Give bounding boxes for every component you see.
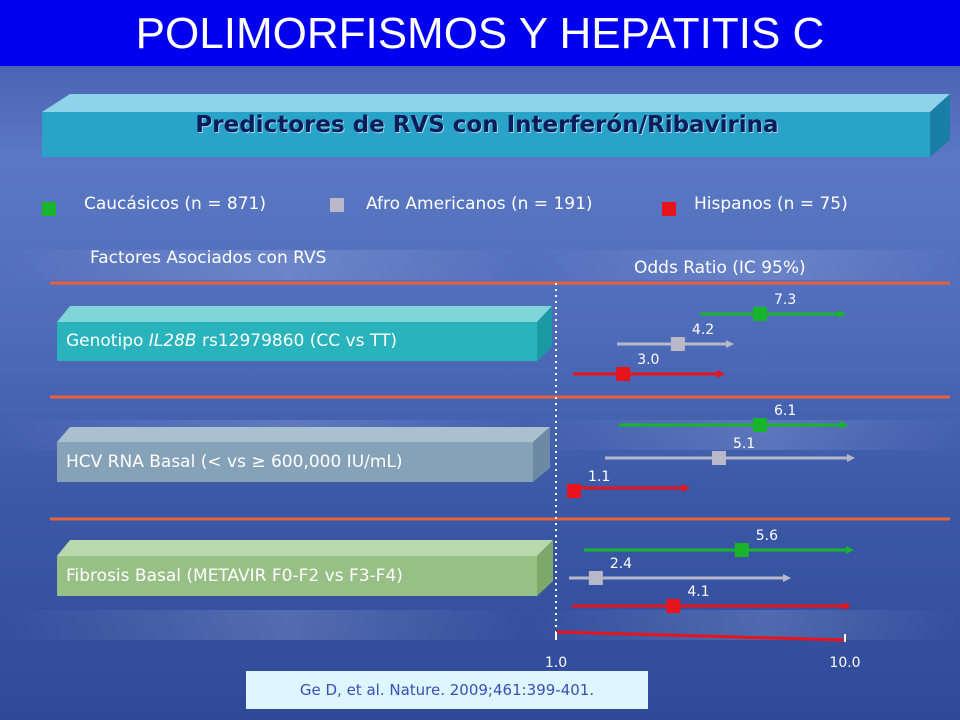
whisker-arrow [726, 340, 734, 348]
whisker-lines [569, 310, 855, 610]
subtitle-banner [42, 94, 950, 157]
whisker-arrow [840, 421, 848, 429]
x-tick-label: 1.0 [545, 655, 567, 671]
odds-ratio-marker [753, 307, 767, 321]
legend-swatch-afro-americanos [330, 198, 344, 212]
odds-ratio-points: 7.3 4.2 3.0 6.1 5.1 1.1 5.6 2.4 4.1 [567, 292, 796, 613]
odds-ratio-marker [567, 484, 581, 498]
subtitle: Predictores de RVS con Interferón/Ribavi… [195, 112, 779, 138]
legend-label-caucasicos: Caucásicos (n = 871) [84, 194, 266, 214]
odds-ratio-label: 4.1 [687, 584, 709, 600]
row-box-hcv-rna [57, 427, 550, 482]
whisker-arrow [783, 574, 791, 582]
citation: Ge D, et al. Nature. 2009;461:399-401. [246, 671, 648, 709]
odds-ratio-marker [666, 599, 681, 613]
odds-ratio-label: 1.1 [588, 469, 610, 485]
whisker-arrow [838, 310, 846, 318]
x-tick-label: 10.0 [829, 655, 860, 671]
legend-swatch-caucasicos [42, 202, 56, 216]
whisker-arrow [843, 602, 851, 610]
odds-ratio-label: 7.3 [774, 292, 796, 308]
odds-ratio-label: 5.6 [756, 528, 778, 544]
slide-title: POLIMORFISMOS Y HEPATITIS C [135, 9, 825, 58]
odds-ratio-label: 5.1 [733, 436, 755, 452]
background-streak [0, 610, 960, 640]
odds-ratio-marker [670, 337, 685, 351]
background-streak [0, 250, 960, 280]
odds-ratio-marker [753, 418, 767, 432]
legend-label-hispanos: Hispanos (n = 75) [694, 194, 848, 214]
whisker-arrow [682, 484, 690, 492]
odds-ratio-label: 4.2 [692, 322, 714, 338]
x-axis [555, 630, 846, 642]
whisker-arrow [846, 546, 854, 554]
odds-ratio-marker [711, 451, 726, 465]
row-label-fibrosis: Fibrosis Basal (METAVIR F0-F2 vs F3-F4) [66, 566, 403, 586]
legend-swatch-hispanos [662, 202, 676, 216]
legend-label-afro-americanos: Afro Americanos (n = 191) [366, 194, 593, 214]
odds-ratio-header: Odds Ratio (IC 95%) [634, 258, 806, 278]
whisker-arrow [847, 454, 855, 462]
odds-ratio-label: 2.4 [610, 556, 632, 572]
row-label-hcv-rna: HCV RNA Basal (< vs ≥ 600,000 IU/mL) [66, 452, 403, 472]
odds-ratio-label: 6.1 [774, 403, 796, 419]
whisker-arrow [717, 370, 725, 378]
factors-header: Factores Asociados con RVS [90, 248, 327, 268]
row-label-genotipo: Genotipo IL28B rs12979860 (CC vs TT) [66, 331, 397, 351]
odds-ratio-label: 3.0 [637, 352, 659, 368]
title-bar [0, 0, 960, 66]
odds-ratio-marker [588, 571, 603, 585]
odds-ratio-marker [734, 543, 749, 557]
row-box-genotipo [57, 306, 552, 361]
row-box-fibrosis [57, 540, 553, 596]
odds-ratio-marker [616, 367, 631, 381]
